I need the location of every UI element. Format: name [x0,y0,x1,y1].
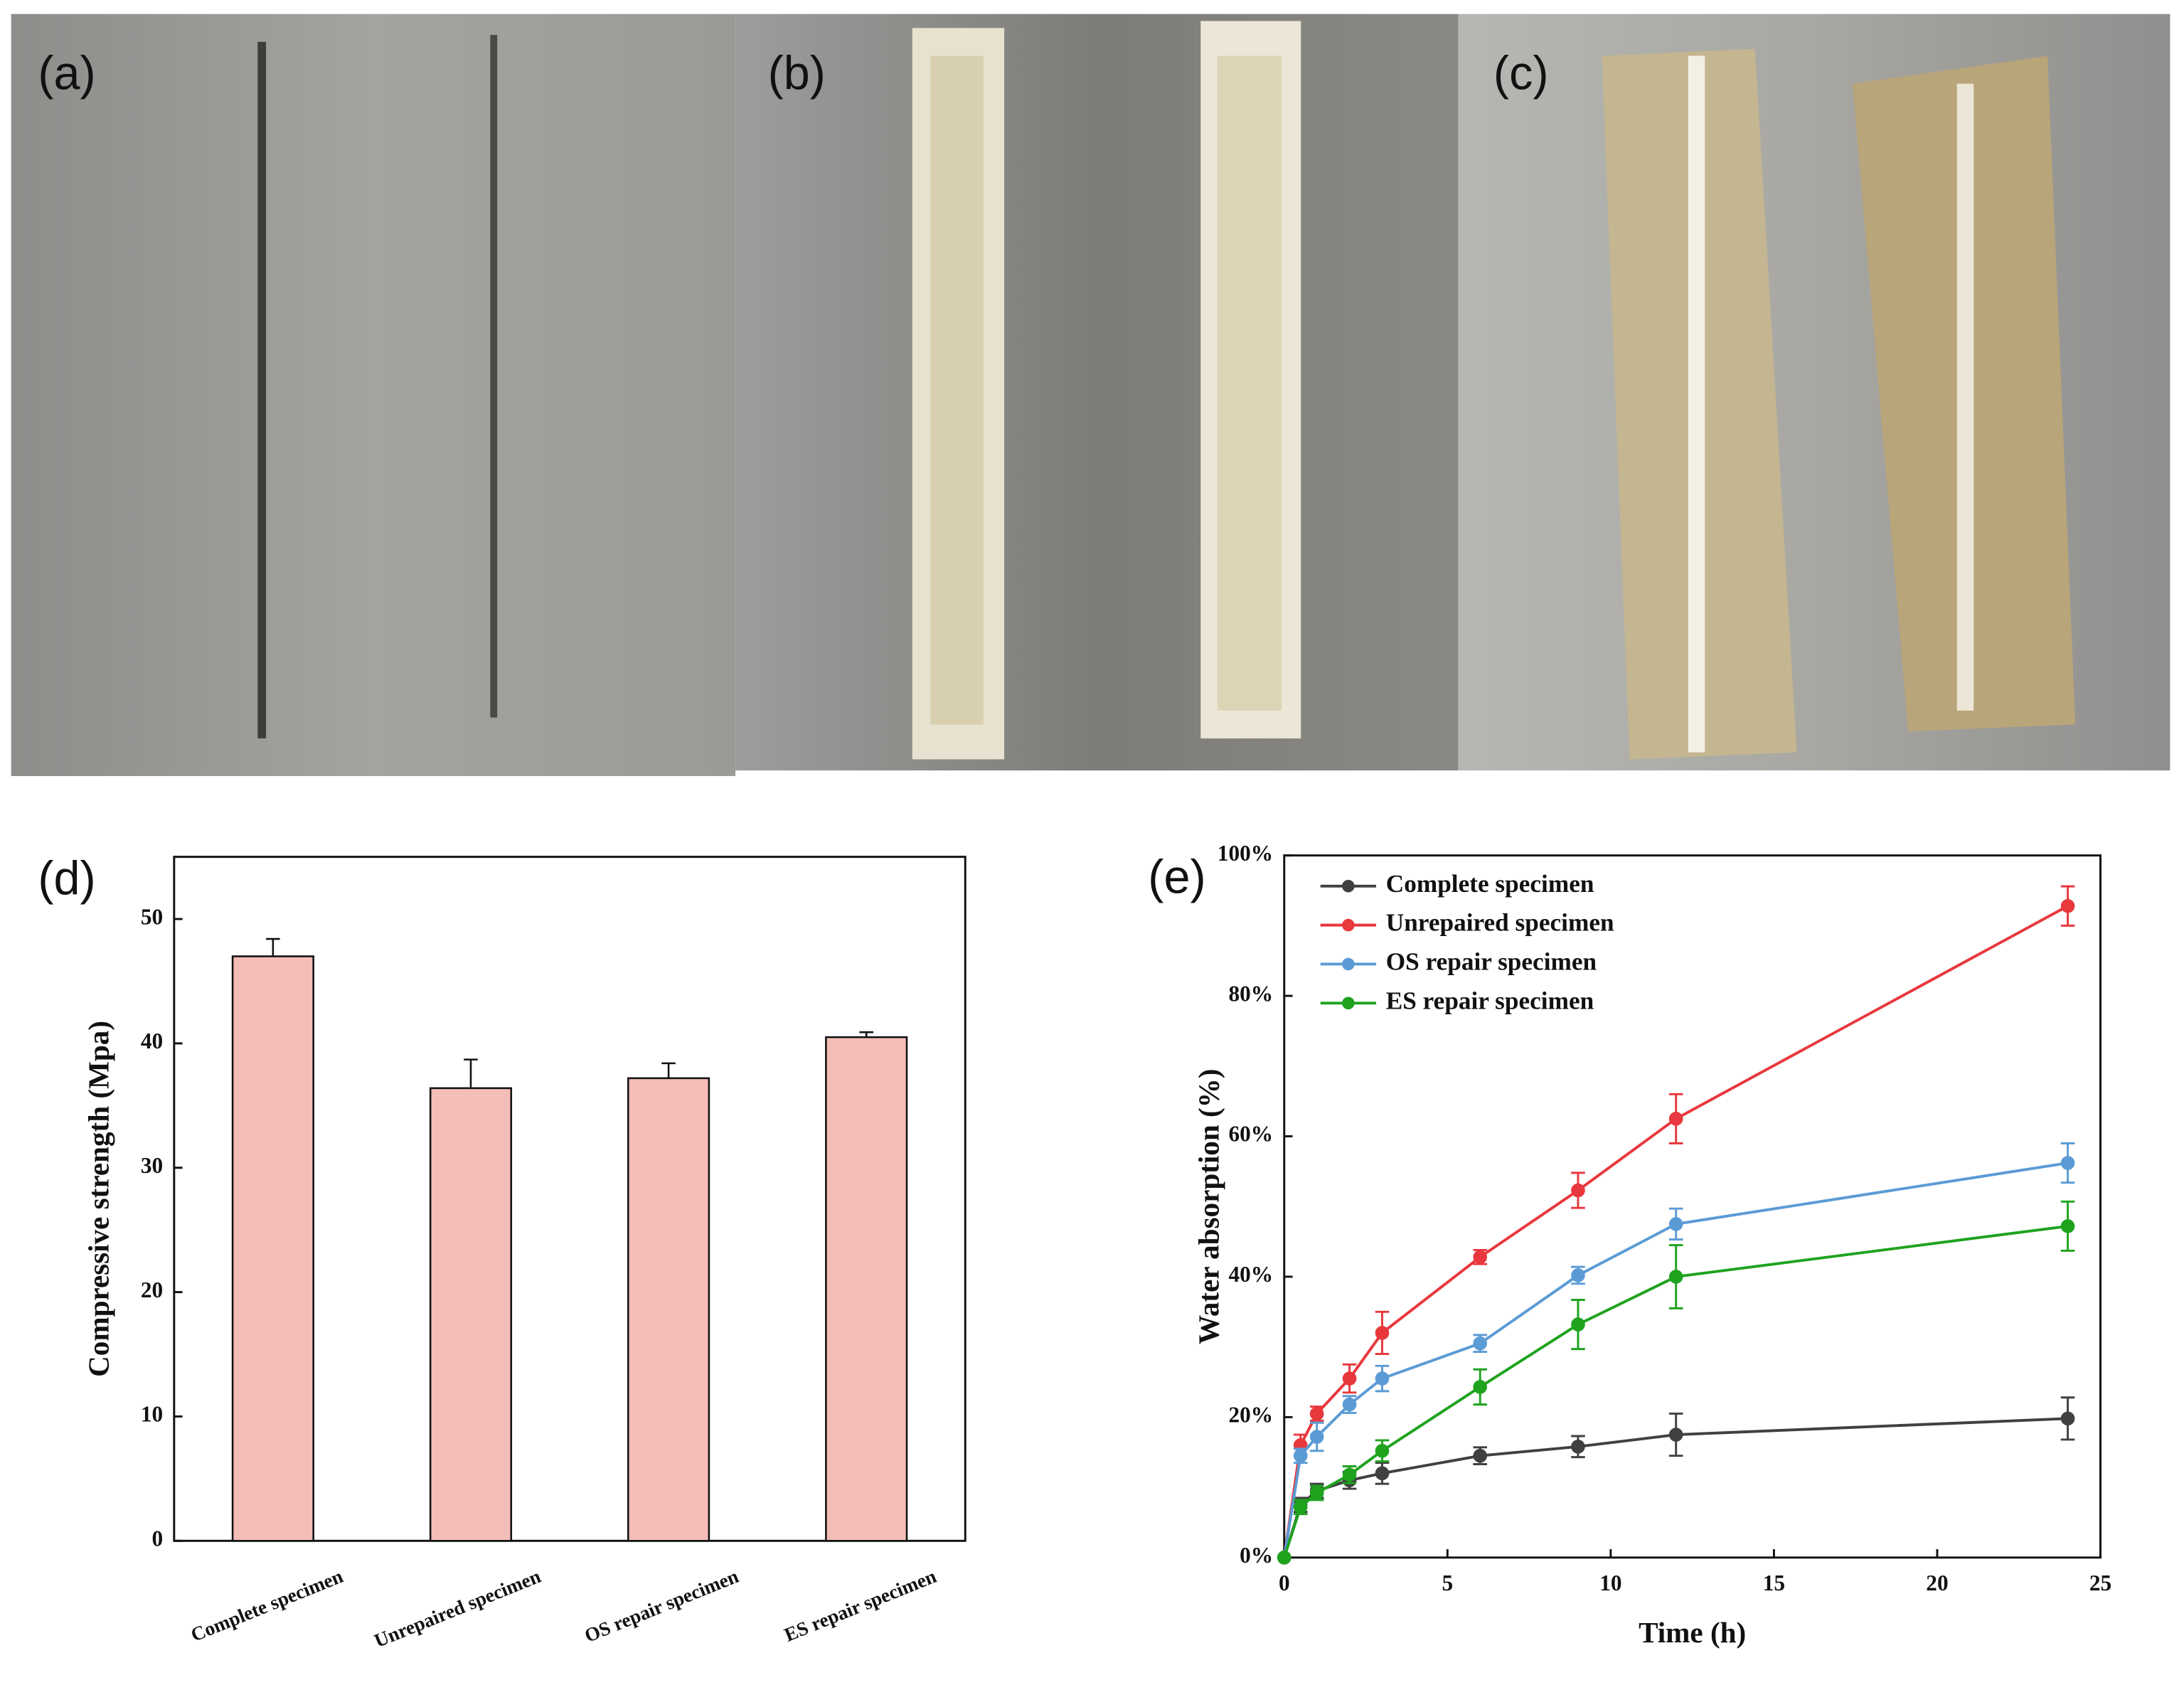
y-tick-label: 100% [1218,841,1273,866]
bar [429,1087,513,1542]
y-tick-label: 50 [141,904,163,929]
x-tick-label: ES repair specimen [782,1566,939,1646]
x-tick-label: 25 [2089,1571,2111,1595]
y-tick-label: 0% [1240,1543,1273,1568]
x-tick-label: OS repair specimen [582,1566,742,1647]
marker [1668,1112,1683,1126]
marker [2060,1411,2075,1426]
bar [231,955,314,1542]
x-tick-label: Unrepaired specimen [371,1566,544,1652]
y-tick-label: 20% [1228,1403,1273,1428]
panel-label: (d) [38,852,95,905]
marker [1571,1317,1585,1332]
marker [2060,1219,2075,1233]
marker [1309,1406,1324,1421]
marker [2060,898,2075,913]
marker [1309,1486,1324,1500]
marker [1571,1268,1585,1282]
marker [1375,1371,1390,1386]
marker [1375,1443,1390,1458]
legend-label: Complete specimen [1386,870,1594,898]
y-tick-label: 30 [141,1153,163,1178]
marker [1342,1397,1357,1412]
marker [1293,1499,1308,1514]
legend-marker [1342,997,1355,1010]
y-axis-label: Water absorption (%) [1192,1068,1225,1344]
marker [1473,1336,1488,1351]
panel-label: (b) [768,47,826,100]
x-tick-label: 0 [1279,1571,1290,1595]
legend-label: ES repair specimen [1386,987,1594,1014]
marker [1473,1448,1488,1463]
bar [627,1077,710,1542]
legend-marker [1342,918,1355,932]
marker [1668,1217,1683,1231]
marker [1571,1440,1585,1454]
x-tick-label: 5 [1442,1571,1453,1595]
marker [1342,1371,1357,1386]
marker [1375,1466,1390,1481]
y-tick-label: 0 [151,1526,163,1551]
y-tick-label: 80% [1228,981,1273,1006]
photo-b [735,14,1459,771]
marker [1473,1250,1488,1265]
photo-a [11,14,736,777]
x-tick-label: 20 [1926,1571,1948,1595]
marker [2060,1156,2075,1170]
marker [1668,1270,1683,1284]
plot-frame [173,856,966,1542]
marker [1571,1183,1585,1198]
marker [1668,1428,1683,1442]
marker [1375,1326,1390,1340]
y-tick-label: 60% [1228,1122,1273,1147]
y-tick-label: 10 [141,1402,163,1427]
x-tick-label: 10 [1599,1571,1621,1595]
plot-frame [1283,854,2102,1559]
y-tick-label: 20 [141,1277,163,1302]
bar [825,1036,908,1542]
panel-label: (c) [1493,47,1549,100]
marker [1473,1380,1488,1394]
panel-label: (e) [1148,851,1205,904]
legend-label: OS repair specimen [1386,948,1597,976]
x-tick-label: Complete specimen [188,1566,346,1646]
y-tick-label: 40 [141,1029,163,1053]
photo-c [1458,14,2170,771]
legend-label: Unrepaired specimen [1386,909,1614,937]
y-tick-label: 40% [1228,1262,1273,1287]
marker [1342,1467,1357,1482]
x-axis-label: Time (h) [1639,1616,1746,1649]
y-axis-label: Compressive strength (Mpa) [82,1021,115,1377]
marker [1293,1448,1308,1463]
legend-marker [1342,879,1355,893]
x-tick-label: 15 [1763,1571,1785,1595]
marker [1277,1551,1291,1565]
marker [1309,1430,1324,1444]
legend-marker [1342,957,1355,971]
panel-label: (a) [38,47,95,100]
